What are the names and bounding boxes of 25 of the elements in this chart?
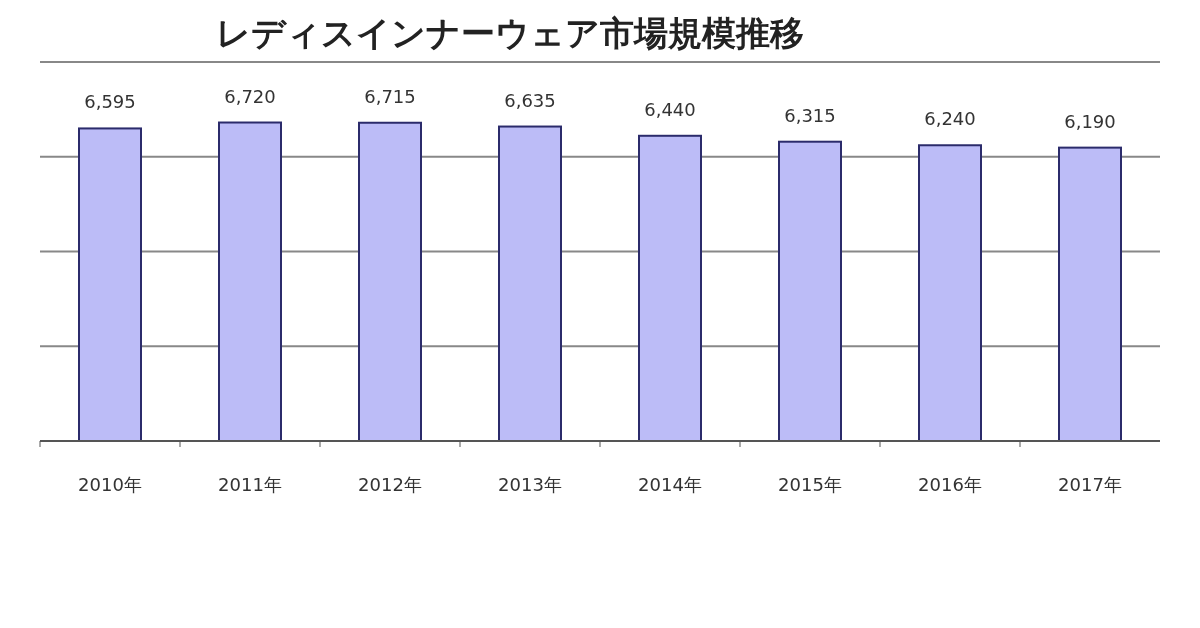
bar [218,121,282,442]
bar [358,121,422,442]
x-tick-label: 2015年 [778,474,842,495]
x-tick-label: 2014年 [638,474,702,495]
bar [918,144,982,442]
chart-title: レディスインナーウェア市場規模推移 [216,13,804,53]
bar [78,127,142,442]
data-label: 6,635 [504,89,556,111]
x-tick-label: 2017年 [1058,474,1122,495]
x-tick-label: 2016年 [918,474,982,495]
bar [498,125,562,442]
x-tick-label: 2011年 [218,474,282,495]
data-label: 6,595 [84,91,136,113]
data-label: 6,440 [644,98,696,120]
x-tick-label: 2013年 [498,474,562,495]
data-label: 6,190 [1064,110,1116,132]
bar [638,134,702,442]
bar [778,140,842,442]
data-label: 6,240 [924,108,976,130]
x-tick-label: 2010年 [78,474,142,495]
data-label: 6,720 [224,85,276,107]
data-label: 6,315 [784,104,836,126]
data-label: 6,715 [364,85,416,107]
bar [1058,146,1122,442]
x-tick-label: 2012年 [358,474,422,495]
